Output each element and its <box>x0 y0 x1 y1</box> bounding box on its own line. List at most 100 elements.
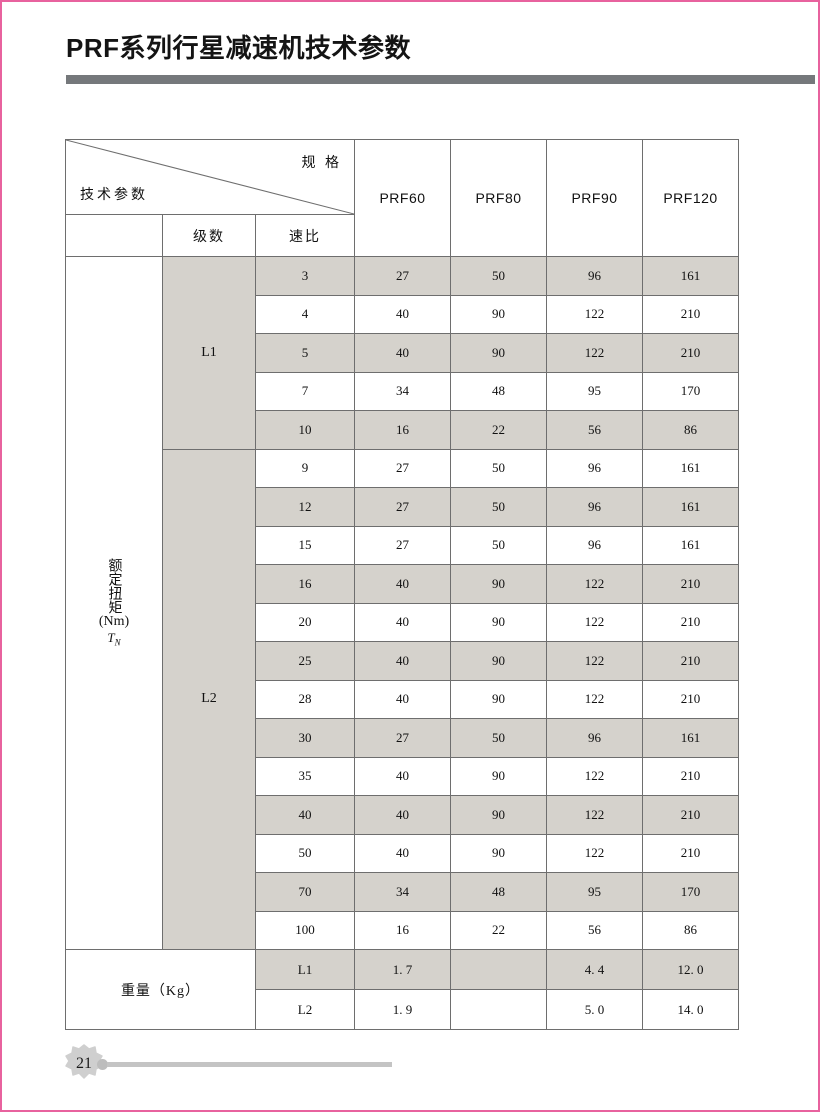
weight-value-cell: 1. 7 <box>354 949 452 990</box>
torque-value-cell: 170 <box>642 872 740 912</box>
ratio-cell: 35 <box>254 756 356 796</box>
torque-value-cell: 90 <box>450 641 548 681</box>
torque-value-cell: 40 <box>354 602 452 642</box>
subheader-stage: 级数 <box>162 214 256 257</box>
weight-stage-cell: L2 <box>254 989 356 1030</box>
torque-value-cell: 96 <box>546 448 644 488</box>
torque-value-cell: 86 <box>642 410 740 450</box>
torque-value-cell: 40 <box>354 756 452 796</box>
torque-value-cell: 96 <box>546 718 644 758</box>
torque-value-cell: 210 <box>642 602 740 642</box>
torque-value-cell: 210 <box>642 833 740 873</box>
page-number: 21 <box>76 1055 92 1072</box>
torque-value-cell: 50 <box>450 525 548 565</box>
table-row: 35 40 90 122 210 <box>66 756 740 796</box>
torque-value-cell: 161 <box>642 718 740 758</box>
torque-value-cell: 210 <box>642 795 740 835</box>
torque-value-cell: 27 <box>354 487 452 527</box>
torque-label-symbol: TN <box>107 629 121 648</box>
torque-value-cell: 122 <box>546 602 644 642</box>
ratio-cell: 10 <box>254 410 356 450</box>
ratio-cell: 4 <box>254 294 356 334</box>
torque-value-cell: 22 <box>450 910 548 950</box>
table-row: 16 40 90 122 210 <box>66 564 740 604</box>
torque-value-cell: 27 <box>354 525 452 565</box>
weight-value-cell: 12. 0 <box>642 949 740 990</box>
torque-value-cell: 56 <box>546 410 644 450</box>
ratio-cell: 20 <box>254 602 356 642</box>
torque-value-cell: 90 <box>450 564 548 604</box>
spec-table: 规 格技术参数 PRF60 PRF80 PRF90 PRF120 级数 速比 额定扭矩 (Nm)… <box>64 139 740 1030</box>
torque-value-cell: 122 <box>546 679 644 719</box>
ratio-cell: 40 <box>254 795 356 835</box>
footer-rule <box>107 1062 392 1067</box>
title-divider <box>66 75 815 84</box>
weight-row: 重量（Kg） L1 1. 7 4. 4 12. 0 <box>65 949 740 1030</box>
page-header: PRF系列行星减速机技术参数 <box>2 2 818 102</box>
torque-value-cell: 122 <box>546 833 644 873</box>
torque-value-cell: 40 <box>354 333 452 373</box>
torque-label-unit: (Nm) <box>98 613 130 629</box>
ratio-cell: 100 <box>254 910 356 950</box>
ratio-cell: 28 <box>254 679 356 719</box>
torque-value-cell: 210 <box>642 641 740 681</box>
ratio-cell: 50 <box>254 833 356 873</box>
ratio-cell: 9 <box>254 448 356 488</box>
torque-value-cell: 90 <box>450 795 548 835</box>
torque-value-cell: 161 <box>642 525 740 565</box>
corner-header-cell: 规 格技术参数 <box>64 139 356 215</box>
torque-value-cell: 90 <box>450 833 548 873</box>
torque-value-cell: 48 <box>450 872 548 912</box>
table-row: 5 40 90 122 210 <box>66 333 740 373</box>
torque-value-cell: 40 <box>354 833 452 873</box>
torque-value-cell: 122 <box>546 333 644 373</box>
torque-value-cell: 40 <box>354 641 452 681</box>
table-row: L2 9 27 50 96 161 <box>66 448 740 950</box>
torque-value-cell: 86 <box>642 910 740 950</box>
torque-value-cell: 210 <box>642 564 740 604</box>
ratio-cell: 16 <box>254 564 356 604</box>
torque-value-cell: 210 <box>642 294 740 334</box>
torque-value-cell: 50 <box>450 448 548 488</box>
torque-value-cell: 40 <box>354 679 452 719</box>
weight-value-cell: 5. 0 <box>546 989 644 1030</box>
weight-value-cell <box>450 949 548 990</box>
table-row: 40 40 90 122 210 <box>66 795 740 835</box>
torque-value-cell: 161 <box>642 487 740 527</box>
torque-value-cell: 122 <box>546 641 644 681</box>
torque-value-cell: 122 <box>546 294 644 334</box>
torque-label-cell: 额定扭矩 (Nm) TN <box>65 256 163 950</box>
ratio-cell: 25 <box>254 641 356 681</box>
torque-value-cell: 96 <box>546 487 644 527</box>
table-row: 12 27 50 96 161 <box>66 487 740 527</box>
weight-value-cell <box>450 989 548 1030</box>
weight-stage-cell: L1 <box>254 949 356 990</box>
torque-value-cell: 27 <box>354 256 452 296</box>
page-footer: 21 <box>2 1030 818 1110</box>
torque-value-cell: 40 <box>354 564 452 604</box>
torque-value-cell: 210 <box>642 756 740 796</box>
weight-value-cell: 4. 4 <box>546 949 644 990</box>
torque-value-cell: 90 <box>450 602 548 642</box>
torque-value-cell: 40 <box>354 294 452 334</box>
table-row: 50 40 90 122 210 <box>66 833 740 873</box>
ratio-cell: 12 <box>254 487 356 527</box>
torque-value-cell: 90 <box>450 294 548 334</box>
spec-axis-label: 规 格 <box>301 156 343 171</box>
parameter-axis-label: 技术参数 <box>80 188 148 203</box>
torque-value-cell: 40 <box>354 795 452 835</box>
torque-value-cell: 161 <box>642 256 740 296</box>
torque-value-cell: 122 <box>546 756 644 796</box>
stage-group-l1: L1 <box>162 256 256 450</box>
torque-value-cell: 170 <box>642 371 740 411</box>
ratio-cell: 70 <box>254 872 356 912</box>
stage-group-l2: L2 <box>162 448 256 950</box>
subheader-ratio: 速比 <box>254 214 356 257</box>
ratio-cell: 15 <box>254 525 356 565</box>
torque-value-cell: 48 <box>450 371 548 411</box>
weight-value-cell: 1. 9 <box>354 989 452 1030</box>
weight-value-cell: 14. 0 <box>642 989 740 1030</box>
torque-value-cell: 16 <box>354 910 452 950</box>
torque-value-cell: 27 <box>354 718 452 758</box>
